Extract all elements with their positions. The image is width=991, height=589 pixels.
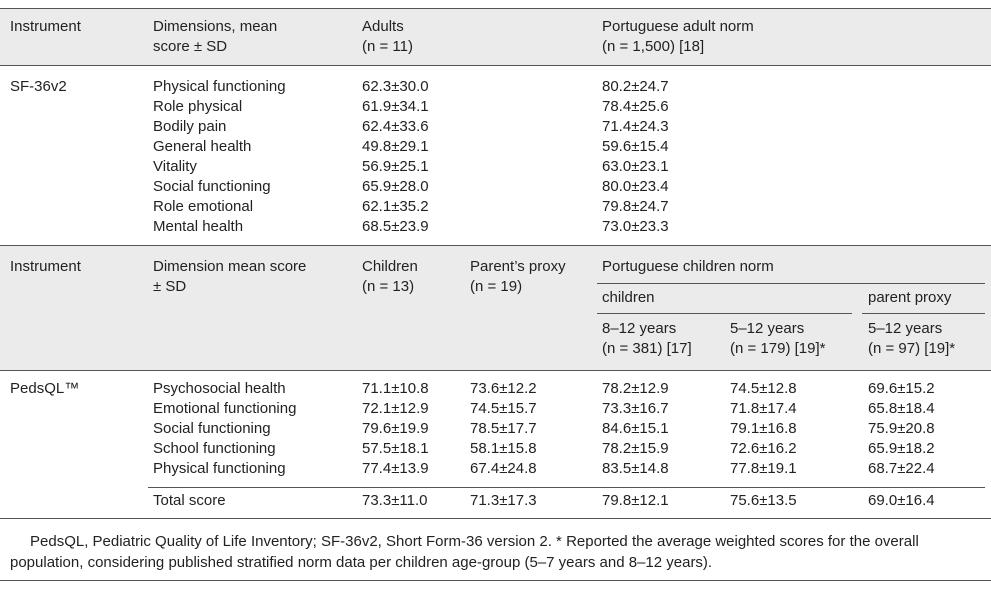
cell: 62.4±33.6: [362, 118, 429, 135]
cell: 65.9±28.0: [362, 178, 429, 195]
cell: 58.1±15.8: [470, 440, 537, 457]
cell: 69.0±16.4: [868, 492, 935, 509]
column-header: Portuguese adult norm: [602, 18, 754, 35]
cell: 79.6±19.9: [362, 420, 429, 437]
header-band: [0, 245, 991, 370]
cell: 57.5±18.1: [362, 440, 429, 457]
cell: 80.2±24.7: [602, 78, 669, 95]
cell: 71.1±10.8: [362, 380, 429, 397]
column-header: Portuguese children norm: [602, 258, 774, 275]
footnote: PedsQL, Pediatric Quality of Life Invent…: [10, 533, 919, 571]
cell: 75.6±13.5: [730, 492, 797, 509]
cell: 71.3±17.3: [470, 492, 537, 509]
column-header: Children: [362, 258, 418, 275]
column-header: (n = 381) [17]: [602, 340, 692, 357]
cell: 49.8±29.1: [362, 138, 429, 155]
cell: 56.9±25.1: [362, 158, 429, 175]
cell: 63.0±23.1: [602, 158, 669, 175]
cell: 75.9±20.8: [868, 420, 935, 437]
cell: 61.9±34.1: [362, 98, 429, 115]
column-header: Parent’s proxy: [470, 258, 566, 275]
cell: 71.4±24.3: [602, 118, 669, 135]
header-band: [0, 8, 991, 65]
column-header: 8–12 years: [602, 320, 677, 337]
dimension: Physical functioning: [153, 460, 286, 477]
total-label: Total score: [153, 492, 226, 509]
cell: 78.2±15.9: [602, 440, 669, 457]
rule: [148, 487, 985, 488]
column-header: Instrument: [10, 18, 81, 35]
cell: 67.4±24.8: [470, 460, 537, 477]
cell: 79.8±12.1: [602, 492, 669, 509]
cell: 78.2±12.9: [602, 380, 669, 397]
cell: 73.0±23.3: [602, 218, 669, 235]
instrument-name: PedsQL™: [10, 380, 80, 397]
dimension: Psychosocial health: [153, 380, 286, 397]
dimension: Emotional functioning: [153, 400, 297, 417]
cell: 65.8±18.4: [868, 400, 935, 417]
cell: 83.5±14.8: [602, 460, 669, 477]
cell: 77.8±19.1: [730, 460, 797, 477]
dimension: Social functioning: [153, 420, 271, 437]
cell: 72.6±16.2: [730, 440, 797, 457]
rule: [597, 313, 852, 314]
rule: [0, 245, 991, 246]
column-header: Adults: [362, 18, 404, 35]
column-header: parent proxy: [868, 289, 952, 306]
column-header: (n = 179) [19]*: [730, 340, 826, 357]
rule: [0, 518, 991, 519]
column-header: (n = 11): [362, 38, 413, 55]
cell: 73.3±11.0: [362, 492, 428, 509]
dimension: Physical functioning: [153, 78, 286, 95]
cell: 65.9±18.2: [868, 440, 935, 457]
dimension: School functioning: [153, 440, 276, 457]
cell: 62.3±30.0: [362, 78, 429, 95]
rule: [0, 370, 991, 371]
rule: [0, 580, 991, 581]
dimension: Role emotional: [153, 198, 254, 215]
cell: 80.0±23.4: [602, 178, 669, 195]
cell: 69.6±15.2: [868, 380, 935, 397]
column-header: Dimension mean score ± SD: [153, 258, 307, 295]
column-header: Dimensions, mean score ± SD: [153, 18, 278, 55]
column-header: children: [602, 289, 655, 306]
dimension: Vitality: [153, 158, 197, 175]
rule: [597, 283, 985, 284]
column-header: (n = 19): [470, 278, 523, 295]
cell: 78.4±25.6: [602, 98, 669, 115]
cell: 68.7±22.4: [868, 460, 935, 477]
dimension: General health: [153, 138, 252, 155]
column-header: 5–12 years: [730, 320, 805, 337]
rule: [0, 65, 991, 66]
cell: 84.6±15.1: [602, 420, 669, 437]
column-header: (n = 1,500) [18]: [602, 38, 705, 55]
cell: 77.4±13.9: [362, 460, 429, 477]
cell: 73.3±16.7: [602, 400, 669, 417]
column-header: (n = 97) [19]*: [868, 340, 956, 357]
instrument-name: SF-36v2: [10, 78, 67, 95]
cell: 74.5±12.8: [730, 380, 797, 397]
column-header: (n = 13): [362, 278, 415, 295]
cell: 59.6±15.4: [602, 138, 669, 155]
cell: 68.5±23.9: [362, 218, 429, 235]
rule: [862, 313, 985, 314]
cell: 74.5±15.7: [470, 400, 537, 417]
cell: 78.5±17.7: [470, 420, 537, 437]
cell: 73.6±12.2: [470, 380, 537, 397]
column-header: Instrument: [10, 258, 81, 275]
cell: 72.1±12.9: [362, 400, 429, 417]
dimension: Social functioning: [153, 178, 271, 195]
cell: 71.8±17.4: [730, 400, 797, 417]
cell: 79.8±24.7: [602, 198, 669, 215]
dimension: Bodily pain: [153, 118, 227, 135]
cell: 79.1±16.8: [730, 420, 797, 437]
cell: 62.1±35.2: [362, 198, 429, 215]
dimension: Role physical: [153, 98, 243, 115]
column-header: 5–12 years: [868, 320, 943, 337]
dimension: Mental health: [153, 218, 244, 235]
rule: [0, 8, 991, 9]
